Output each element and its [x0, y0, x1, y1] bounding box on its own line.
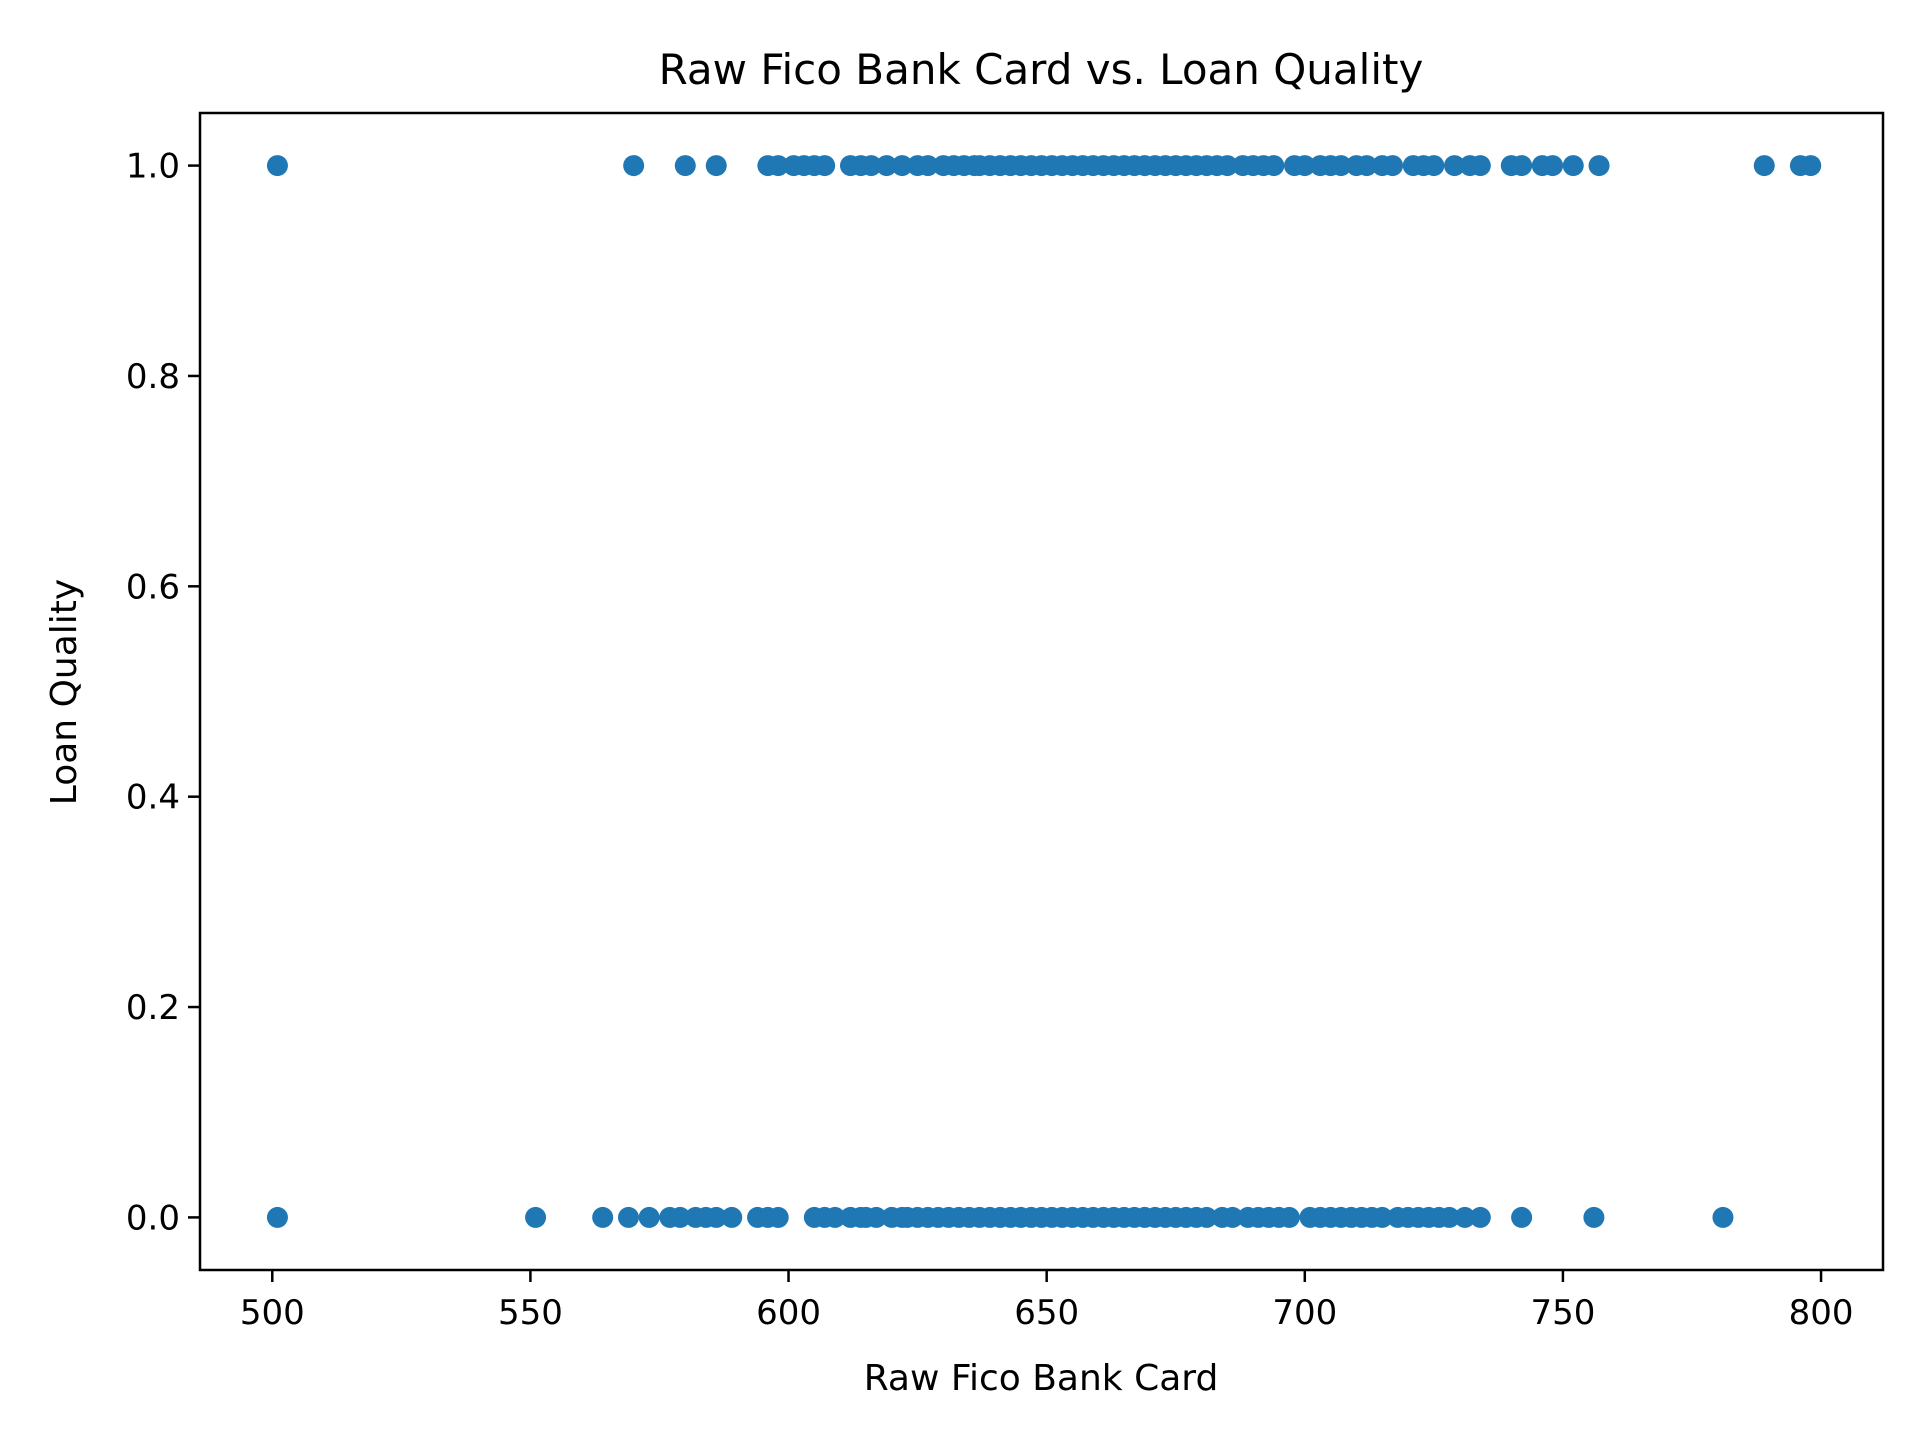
y-tick-label: 0.0: [126, 1198, 180, 1238]
data-point: [1511, 1206, 1533, 1228]
data-point: [705, 1206, 727, 1228]
chart-title: Raw Fico Bank Card vs. Loan Quality: [659, 45, 1424, 94]
data-point: [1542, 155, 1564, 177]
data-point: [1454, 1206, 1476, 1228]
data-point: [266, 1206, 288, 1228]
data-point: [674, 155, 696, 177]
data-point: [860, 155, 882, 177]
data-point: [721, 1206, 743, 1228]
data-point: [1294, 155, 1316, 177]
data-point: [876, 155, 898, 177]
y-axis-label: Loan Quality: [44, 579, 85, 805]
data-point: [1469, 155, 1491, 177]
x-axis-label: Raw Fico Bank Card: [864, 1358, 1219, 1399]
data-point: [1469, 1206, 1491, 1228]
data-point: [1423, 155, 1445, 177]
data-point: [1588, 155, 1610, 177]
data-point: [1356, 155, 1378, 177]
data-point: [525, 1206, 547, 1228]
data-point: [824, 1206, 846, 1228]
data-point: [1196, 1206, 1218, 1228]
x-tick-label: 700: [1272, 1293, 1337, 1333]
data-point: [1278, 1206, 1300, 1228]
x-axis-ticks: 500 550 600 650 700 750 800: [240, 1270, 1854, 1333]
data-point: [623, 155, 645, 177]
data-point: [1712, 1206, 1734, 1228]
data-point: [1216, 155, 1238, 177]
data-point: [617, 1206, 639, 1228]
data-point: [1753, 155, 1775, 177]
data-point: [638, 1206, 660, 1228]
y-tick-label: 0.8: [126, 357, 180, 397]
y-tick-label: 1.0: [126, 147, 180, 187]
x-tick-label: 500: [240, 1293, 305, 1333]
y-tick-label: 0.2: [126, 988, 180, 1028]
data-point: [1222, 1206, 1244, 1228]
data-point: [917, 155, 939, 177]
data-point: [1444, 155, 1466, 177]
data-point: [1562, 155, 1584, 177]
data-point: [1263, 155, 1285, 177]
data-point: [767, 155, 789, 177]
data-point: [592, 1206, 614, 1228]
data-point: [1511, 155, 1533, 177]
y-tick-label: 0.4: [126, 778, 180, 818]
data-point: [891, 155, 913, 177]
data-point: [1583, 1206, 1605, 1228]
y-tick-label: 0.6: [126, 567, 180, 607]
x-tick-label: 800: [1789, 1293, 1854, 1333]
data-point: [266, 155, 288, 177]
data-point: [1371, 1206, 1393, 1228]
data-point: [705, 155, 727, 177]
x-tick-label: 650: [1014, 1293, 1079, 1333]
x-tick-label: 750: [1530, 1293, 1595, 1333]
data-point: [1330, 155, 1352, 177]
x-tick-label: 550: [498, 1293, 563, 1333]
data-point: [814, 155, 836, 177]
data-points: [266, 155, 1822, 1228]
data-point: [1382, 155, 1404, 177]
data-point: [865, 1206, 887, 1228]
x-tick-label: 600: [756, 1293, 821, 1333]
data-point: [1800, 155, 1822, 177]
data-point: [767, 1206, 789, 1228]
data-point: [1438, 1206, 1460, 1228]
plot-area: [198, 111, 1885, 1272]
y-axis-ticks: 0.0 0.2 0.4 0.6 0.8 1.0: [126, 147, 200, 1238]
data-point: [669, 1206, 691, 1228]
